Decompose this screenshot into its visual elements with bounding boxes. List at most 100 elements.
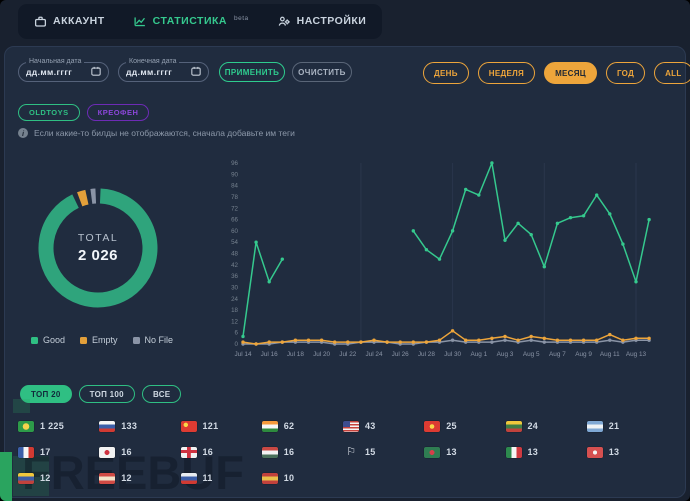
country-count: 121	[202, 421, 219, 431]
country-count: 11	[202, 473, 213, 483]
watermark-text: FREEBUF	[22, 446, 244, 499]
svg-text:Aug 9: Aug 9	[575, 351, 592, 358]
calendar-icon[interactable]	[191, 63, 201, 81]
start-date-field[interactable]: Начальная дата дд.мм.гггг	[18, 58, 109, 82]
country-count: 43	[365, 421, 376, 431]
svg-text:78: 78	[231, 194, 238, 201]
end-date-label: Конечная дата	[126, 58, 180, 65]
status-donut-chart: TOTAL 2 026	[33, 183, 163, 313]
top-nav: АККАУНТ СТАТИСТИКА beta НАСТРОЙК	[18, 4, 383, 39]
users-gear-icon	[277, 14, 291, 29]
tag-kreofen[interactable]: КРЕОФЕН	[86, 104, 150, 121]
country-item: 13	[505, 439, 587, 465]
tab-settings[interactable]: НАСТРОЙКИ	[277, 14, 367, 29]
bangladesh-flag-icon	[424, 446, 441, 458]
donut-legend: Good Empty No File	[31, 335, 173, 345]
brazil-flag-icon	[18, 420, 34, 432]
spain-flag-icon	[261, 472, 278, 484]
svg-text:90: 90	[231, 171, 238, 178]
period-all-button[interactable]: ALL	[654, 62, 690, 84]
country-item: ⚐ 15	[343, 439, 424, 465]
svg-text:Jul 16: Jul 16	[261, 351, 278, 358]
clear-button[interactable]: ОЧИСТИТЬ	[292, 62, 352, 82]
country-item: 16	[261, 439, 343, 465]
country-count: 133	[121, 421, 138, 431]
start-date-label: Начальная дата	[26, 58, 85, 65]
svg-text:Jul 28: Jul 28	[418, 351, 435, 358]
country-item: 43	[343, 413, 424, 439]
svg-text:Aug 11: Aug 11	[600, 351, 620, 358]
country-item: 16	[180, 439, 262, 465]
country-count: 12	[40, 473, 51, 483]
svg-text:6: 6	[235, 330, 239, 337]
country-count: 16	[202, 447, 214, 457]
period-month-button[interactable]: МЕСЯЦ	[544, 62, 597, 84]
svg-text:Jul 26: Jul 26	[392, 351, 409, 358]
tab-account-label: АККАУНТ	[53, 15, 105, 27]
country-count: 17	[40, 447, 51, 457]
india-flag-icon	[261, 420, 278, 432]
country-item: 21	[586, 413, 668, 439]
svg-text:54: 54	[231, 239, 238, 246]
country-item: 16	[99, 439, 180, 465]
period-day-button[interactable]: ДЕНЬ	[423, 62, 469, 84]
period-week-button[interactable]: НЕДЕЛЯ	[477, 62, 536, 84]
usa-flag-icon	[343, 420, 359, 432]
good-swatch-icon	[31, 336, 38, 344]
watermark-block	[13, 399, 30, 413]
svg-text:18: 18	[231, 307, 238, 314]
turkey-flag-icon	[586, 446, 603, 458]
calendar-icon[interactable]	[91, 63, 101, 81]
england-flag-icon	[180, 446, 197, 458]
svg-text:Jul 22: Jul 22	[339, 351, 356, 358]
italy-flag-icon	[505, 446, 522, 458]
svg-text:Aug 5: Aug 5	[523, 351, 540, 358]
legend-empty: Empty	[80, 335, 118, 345]
top20-button[interactable]: ТОП 20	[20, 385, 72, 403]
russia-flag-icon	[99, 420, 116, 432]
country-item: 133	[99, 413, 180, 439]
chart-icon	[133, 14, 147, 29]
lithuania-flag-icon	[505, 420, 522, 432]
country-count: 25	[446, 421, 457, 431]
end-date-input[interactable]: дд.мм.гггг	[126, 67, 173, 77]
apply-button[interactable]: ПРИМЕНИТЬ	[219, 62, 285, 82]
tag-oldtoys[interactable]: OLDTOYS	[18, 104, 80, 121]
start-date-input[interactable]: дд.мм.гггг	[26, 67, 73, 77]
main-panel: Начальная дата дд.мм.гггг Конечная дата …	[4, 46, 690, 498]
country-item: 13	[424, 439, 505, 465]
country-item: 12	[18, 465, 99, 491]
empty-swatch-icon	[80, 336, 88, 344]
svg-text:Jul 14: Jul 14	[234, 351, 251, 358]
slovakia-flag-icon	[180, 472, 197, 484]
hungary-flag-icon	[261, 446, 278, 458]
svg-text:42: 42	[231, 262, 238, 269]
svg-text:66: 66	[231, 217, 238, 224]
country-count: 1 225	[40, 421, 65, 431]
tab-statistics[interactable]: СТАТИСТИКА beta	[133, 14, 249, 29]
tab-account[interactable]: АККАУНТ	[34, 14, 105, 29]
tab-statistics-label: СТАТИСТИКА	[152, 15, 227, 27]
tag-filters: OLDTOYS КРЕОФЕН	[18, 104, 150, 121]
svg-text:84: 84	[231, 183, 238, 190]
watermark-bar	[0, 452, 12, 501]
country-count: 21	[608, 421, 620, 431]
period-year-button[interactable]: ГОД	[605, 62, 646, 84]
beta-badge: beta	[234, 15, 249, 22]
country-item: 62	[261, 413, 343, 439]
svg-text:Aug 7: Aug 7	[549, 351, 566, 358]
tags-hint: i Если какие-то билды не отображаются, с…	[18, 128, 295, 138]
top100-button[interactable]: ТОП 100	[78, 385, 135, 403]
country-count: 13	[446, 447, 457, 457]
legend-no-file: No File	[132, 335, 173, 345]
country-count: 13	[527, 447, 539, 457]
country-count: 62	[283, 421, 295, 431]
end-date-field[interactable]: Конечная дата дд.мм.гггг	[118, 58, 209, 82]
austria-flag-icon	[99, 472, 116, 484]
argentina-flag-icon	[586, 420, 603, 432]
svg-text:72: 72	[231, 205, 238, 212]
country-item: 11	[180, 465, 262, 491]
country-count: 16	[121, 447, 132, 457]
all-countries-button[interactable]: ВСЕ	[141, 385, 182, 403]
country-item: 121	[180, 413, 262, 439]
